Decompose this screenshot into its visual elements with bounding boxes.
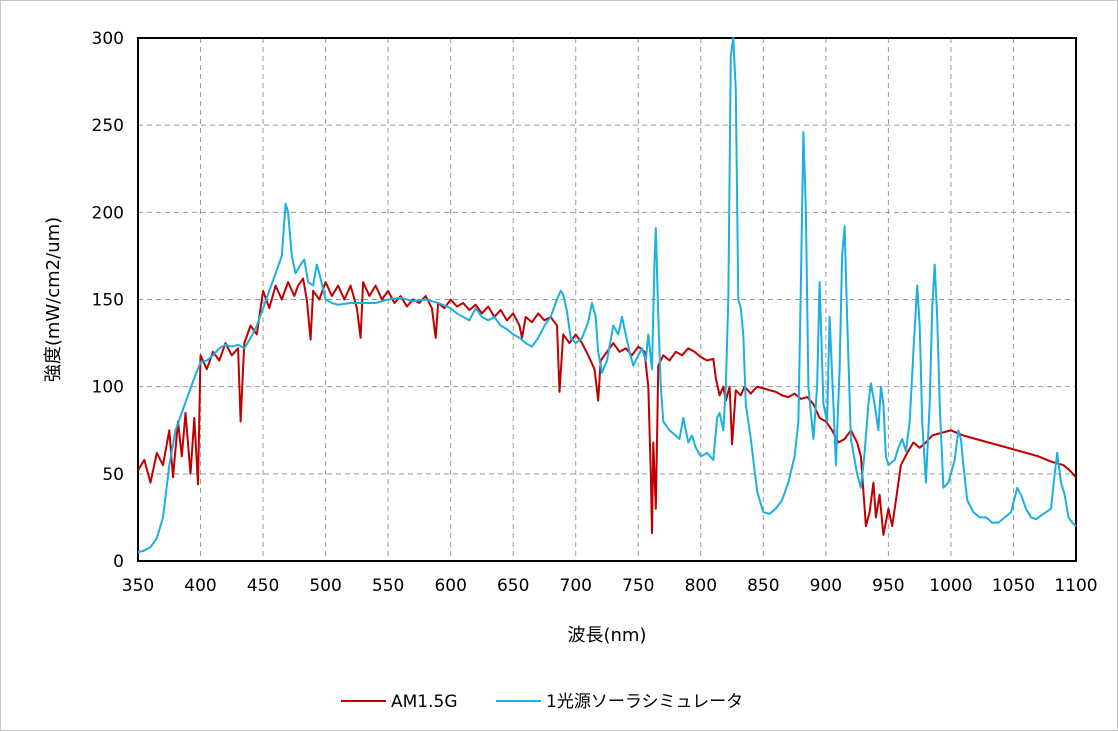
y-tick-label: 100 [92,378,124,398]
y-tick-label: 200 [92,203,124,223]
x-tick-label: 1000 [929,576,972,596]
y-axis-tick-labels: 0 50 100 150 200 250 300 [92,29,124,572]
x-axis-title: 波長(nm) [568,625,647,646]
legend-label-simulator: 1光源ソーラシミュレータ [546,692,743,712]
y-tick-label: 150 [92,291,124,311]
plot-area-border [137,37,1077,562]
x-tick-label: 650 [497,576,529,596]
legend-label-am15g: AM1.5G [391,692,458,712]
x-tick-label: 450 [247,576,279,596]
series-line-simulator [137,37,1077,554]
x-axis-tick-labels: 350 400 450 500 550 600 650 700 750 800 850 900 950 1… [122,576,1098,596]
x-tick-label: 400 [184,576,216,596]
legend: AM1.5G 1光源ソーラシミュレータ [341,692,743,712]
y-tick-label: 300 [92,29,124,49]
y-tick-label: 50 [102,465,124,485]
gridlines [138,38,1076,561]
x-tick-label: 1100 [1054,576,1097,596]
x-tick-label: 750 [622,576,654,596]
x-tick-label: 550 [372,576,404,596]
series-lines [137,37,1077,554]
x-tick-label: 350 [122,576,154,596]
x-tick-label: 600 [434,576,466,596]
y-tick-label: 0 [113,552,124,572]
x-tick-label: 900 [810,576,842,596]
y-axis-title: 強度(mW/cm2/um) [43,217,64,382]
y-tick-label: 250 [92,116,124,136]
x-tick-label: 850 [747,576,779,596]
x-tick-label: 800 [685,576,717,596]
series-line-am15g [137,277,1077,536]
x-tick-label: 950 [872,576,904,596]
x-tick-label: 700 [560,576,592,596]
x-tick-label: 500 [309,576,341,596]
x-tick-label: 1050 [992,576,1035,596]
